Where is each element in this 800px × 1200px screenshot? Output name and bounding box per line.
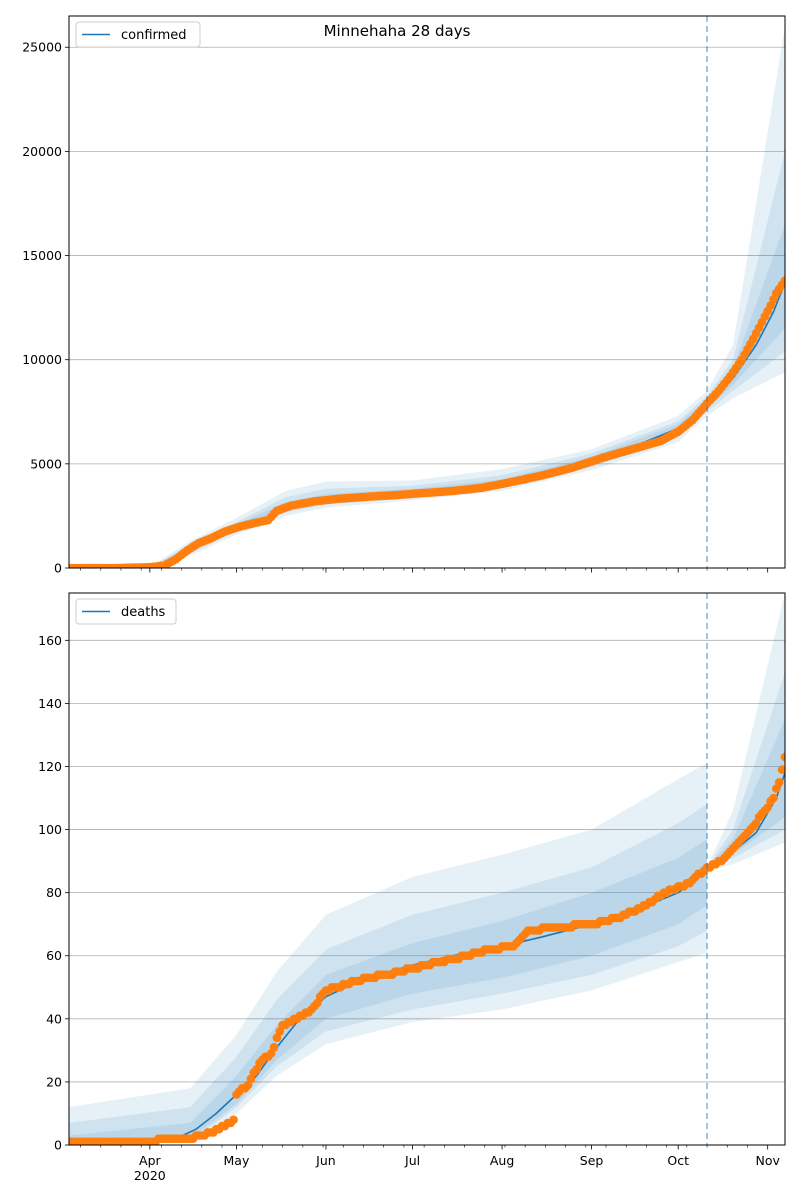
deaths-panel: 0 20 40 60 80 100 120 140 160 Apr May Jun Jul Aug Sep O… [38,592,786,1183]
uncertainty-band [707,593,785,871]
y-tick-label: 80 [46,885,62,900]
x-tick-label: Sep [580,1153,604,1168]
uncertainty-band [69,763,707,1145]
y-tick-label: 0 [54,1138,62,1153]
legend-box [75,21,201,48]
y-tick-label: 20000 [22,144,62,159]
x-tick-label: Jul [404,1153,420,1168]
legend-box [75,598,177,625]
plot-area [69,593,785,1145]
legend-label: deaths [121,605,166,620]
observed-point [272,1033,282,1043]
y-tick-label: 60 [46,948,62,963]
y-tick-label: 0 [54,561,62,576]
y-tick-label: 20 [46,1074,62,1089]
x-tick-label: Nov [755,1153,780,1168]
observed-point [269,1042,279,1052]
plot-area [69,26,785,568]
x-tick-label: May [224,1153,250,1168]
confirmed-panel: 0 5000 10000 15000 20000 25000 confirmed [22,15,786,576]
x-tick-label: Oct [667,1153,689,1168]
uncertainty-band [707,719,785,868]
observed-point [313,998,322,1008]
legend-label: confirmed [121,28,187,43]
uncertainty-band [707,671,785,869]
y-tick-label: 5000 [30,456,62,471]
y-tick-label: 140 [38,696,62,711]
observed-point [774,778,784,787]
uncertainty-band [69,390,707,568]
figure-title: Minnehaha 28 days [324,22,471,40]
y-tick-label: 120 [38,759,62,774]
observed-point [769,793,778,803]
y-tick-label: 160 [38,633,62,648]
y-tick-label: 10000 [22,352,62,367]
axes-frame [68,592,786,1146]
uncertainty-band [69,839,707,1145]
uncertainty-band [707,151,785,412]
axes-frame [68,15,786,569]
y-tick-label: 15000 [22,248,62,263]
x-year-label: 2020 [134,1168,166,1183]
observed-point [780,752,785,762]
x-tick-label: Jun [315,1153,336,1168]
observed-point [777,765,785,774]
y-tick-label: 40 [46,1011,62,1026]
observed-point [780,276,785,285]
observed-point [229,1115,238,1125]
x-tick-label: Apr [139,1153,161,1168]
y-tick-label: 25000 [22,40,62,55]
y-tick-label: 100 [38,822,62,837]
x-tick-label: Aug [490,1153,514,1168]
